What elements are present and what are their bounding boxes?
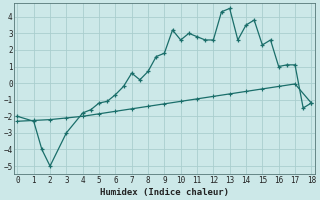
- X-axis label: Humidex (Indice chaleur): Humidex (Indice chaleur): [100, 188, 229, 197]
